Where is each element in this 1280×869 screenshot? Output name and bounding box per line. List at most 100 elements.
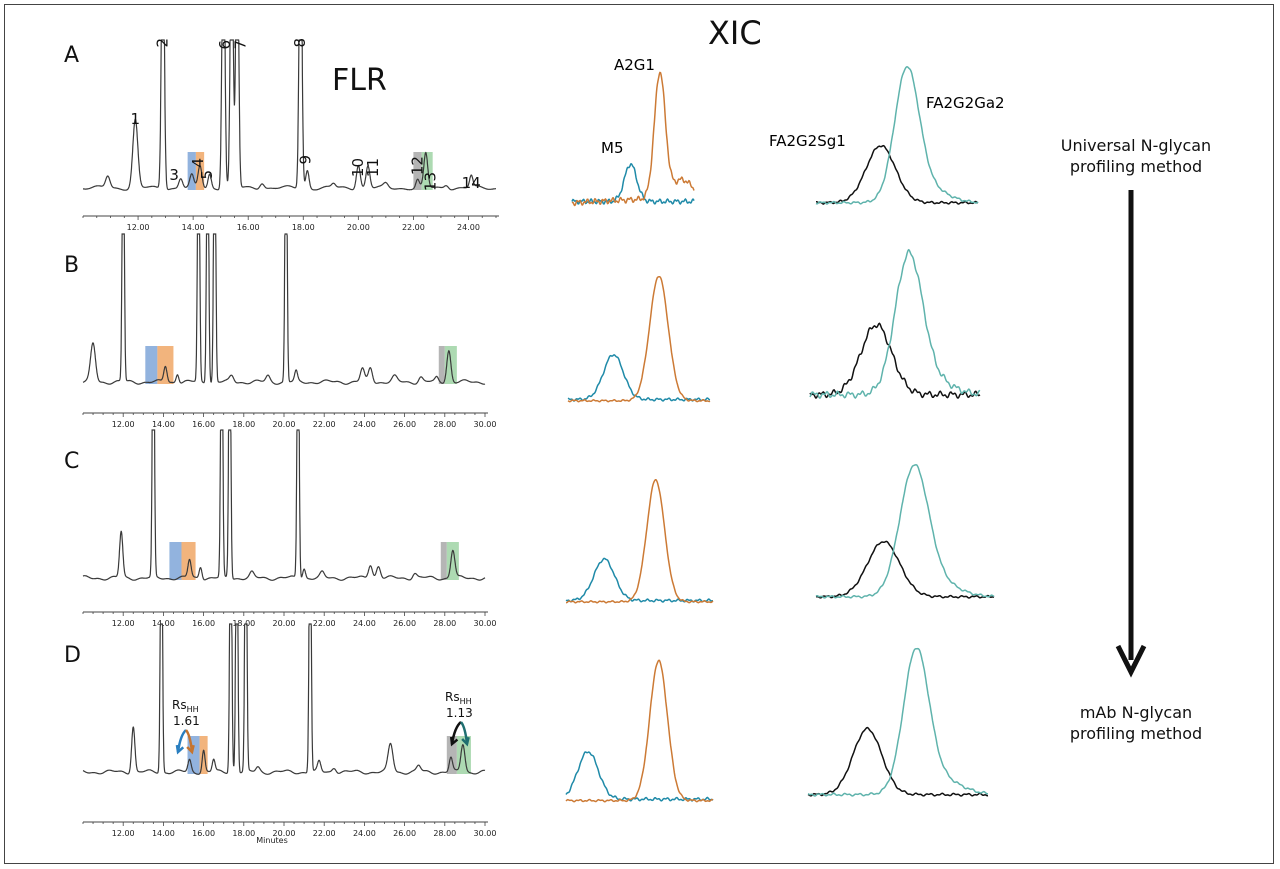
xic-a2g1-trace-b xyxy=(567,275,711,403)
rs-annotation-1: RsHH 1.61 xyxy=(172,698,200,728)
rs-label-1: RsHH xyxy=(172,698,199,714)
rs-arrow-blue-head xyxy=(175,744,185,755)
xic-fa2g2sg1-trace-b xyxy=(809,322,981,400)
method-bottom-line2: profiling method xyxy=(1070,724,1202,743)
highlight-box-a-2 xyxy=(195,152,205,190)
peak-label-14: 14 xyxy=(462,174,481,192)
x-tick-label-c-10: 30.00 xyxy=(474,619,497,628)
x-tick-label-c-8: 26.00 xyxy=(393,619,416,628)
xic-fa2g2ga2-trace-d xyxy=(807,647,988,797)
x-tick-label-c-4: 18.00 xyxy=(232,619,255,628)
xic-a2g1-trace-d xyxy=(565,659,714,803)
rs-arrow-orange-head xyxy=(186,744,195,755)
xic-m5-trace-a xyxy=(571,162,695,205)
method-top-line2: profiling method xyxy=(1070,157,1202,176)
xic-fa2g2sg1-trace-c xyxy=(815,540,995,599)
xic-a2g1-trace-c xyxy=(566,479,714,604)
x-tick-label-a-7: 24.00 xyxy=(457,223,480,232)
panel-label-a: A xyxy=(64,43,79,68)
peak-label-9: 9 xyxy=(297,155,315,165)
xic-m5-trace-b xyxy=(567,353,711,402)
rs-arrow-teal-head xyxy=(461,736,470,747)
flr-trace-b xyxy=(82,233,486,385)
x-tick-label-b-6: 22.00 xyxy=(313,420,336,429)
highlight-box-c-3 xyxy=(440,542,447,580)
x-tick-label-c-5: 20.00 xyxy=(273,619,296,628)
x-tick-label-c-9: 28.00 xyxy=(433,619,456,628)
flr-trace-a xyxy=(83,39,496,191)
highlight-box-a-1 xyxy=(187,152,196,190)
peak-label-8: 8 xyxy=(291,38,309,48)
x-tick-label-d-2: 14.00 xyxy=(152,829,175,838)
chart-marks: 12.00 14.00 16.00 18.00 20.00 22.00 24.0012345… xyxy=(82,38,995,838)
xic-title: XIC xyxy=(708,14,762,52)
rs-label-2: RsHH xyxy=(445,690,472,706)
peak-label-10: 10 xyxy=(349,158,367,177)
x-tick-label-d-5: 20.00 xyxy=(273,829,296,838)
x-tick-label-c-1: 12.00 xyxy=(112,619,135,628)
x-tick-label-a-2: 14.00 xyxy=(182,223,205,232)
peak-label-1: 1 xyxy=(131,110,141,128)
x-tick-label-c-6: 22.00 xyxy=(313,619,336,628)
peak-label-11: 11 xyxy=(364,158,382,177)
glycan-label-fa2g2sg1: FA2G2Sg1 xyxy=(769,132,846,150)
highlight-box-c-1 xyxy=(169,542,182,580)
peak-label-6: 6 xyxy=(216,40,234,50)
flr-title: FLR xyxy=(332,63,387,98)
xic-fa2g2sg1-trace-d xyxy=(807,726,989,797)
xic-fa2g2ga2-trace-c xyxy=(815,464,995,599)
highlight-box-d-2 xyxy=(199,736,208,774)
x-tick-label-a-3: 16.00 xyxy=(237,223,260,232)
highlight-box-b-2 xyxy=(157,346,174,384)
x-tick-label-a-5: 20.00 xyxy=(347,223,370,232)
highlight-box-b-1 xyxy=(145,346,158,384)
highlight-box-b-3 xyxy=(438,346,445,384)
figure-frame xyxy=(4,4,1274,864)
highlight-box-a-3 xyxy=(413,152,422,190)
glycan-label-fa2g2ga2: FA2G2Ga2 xyxy=(926,94,1005,112)
x-tick-label-a-4: 18.00 xyxy=(292,223,315,232)
highlight-box-d-3 xyxy=(446,736,457,774)
flr-trace-c xyxy=(82,429,486,581)
method-arrow-head xyxy=(1115,644,1147,678)
x-tick-label-b-1: 12.00 xyxy=(112,420,135,429)
glycan-label-a2g1: A2G1 xyxy=(614,56,655,74)
x-tick-label-d-7: 24.00 xyxy=(353,829,376,838)
rs-value-1: 1.61 xyxy=(173,714,200,728)
peak-label-4: 4 xyxy=(189,158,207,168)
x-tick-label-d-1: 12.00 xyxy=(112,829,135,838)
xic-m5-trace-d xyxy=(565,751,714,802)
x-tick-label-c-7: 24.00 xyxy=(353,619,376,628)
xic-a2g1-trace-a xyxy=(571,71,695,207)
x-tick-label-a-1: 12.00 xyxy=(127,223,150,232)
x-tick-label-b-10: 30.00 xyxy=(474,420,497,429)
xic-m5-trace-c xyxy=(565,557,713,603)
panel-label-b: B xyxy=(64,253,79,278)
x-tick-label-b-3: 16.00 xyxy=(192,420,215,429)
method-top-line1: Universal N-glycan xyxy=(1061,136,1211,155)
x-tick-label-b-8: 26.00 xyxy=(393,420,416,429)
x-tick-label-d-6: 22.00 xyxy=(313,829,336,838)
rs-annotation-2: RsHH 1.13 xyxy=(445,690,473,720)
x-tick-label-b-7: 24.00 xyxy=(353,420,376,429)
x-tick-label-b-2: 14.00 xyxy=(152,420,175,429)
x-tick-label-c-3: 16.00 xyxy=(192,619,215,628)
xic-fa2g2sg1-trace-a xyxy=(816,144,979,205)
peak-label-3: 3 xyxy=(169,166,179,184)
peak-label-7: 7 xyxy=(232,40,250,50)
x-tick-label-d-10: 30.00 xyxy=(474,829,497,838)
x-tick-label-b-9: 28.00 xyxy=(433,420,456,429)
peak-label-2: 2 xyxy=(153,38,171,48)
panel-label-c: C xyxy=(64,449,79,474)
peak-label-5: 5 xyxy=(198,170,216,180)
rs-arrow-black-head xyxy=(449,736,459,747)
method-bottom-line1: mAb N-glycan xyxy=(1080,703,1192,722)
highlight-box-a-4 xyxy=(421,152,433,190)
peak-label-12: 12 xyxy=(409,156,427,175)
x-tick-label-b-5: 20.00 xyxy=(273,420,296,429)
x-tick-label-c-2: 14.00 xyxy=(152,619,175,628)
panel-label-d: D xyxy=(64,643,81,668)
flr-trace-d xyxy=(82,623,486,775)
rs-value-2: 1.13 xyxy=(446,706,473,720)
